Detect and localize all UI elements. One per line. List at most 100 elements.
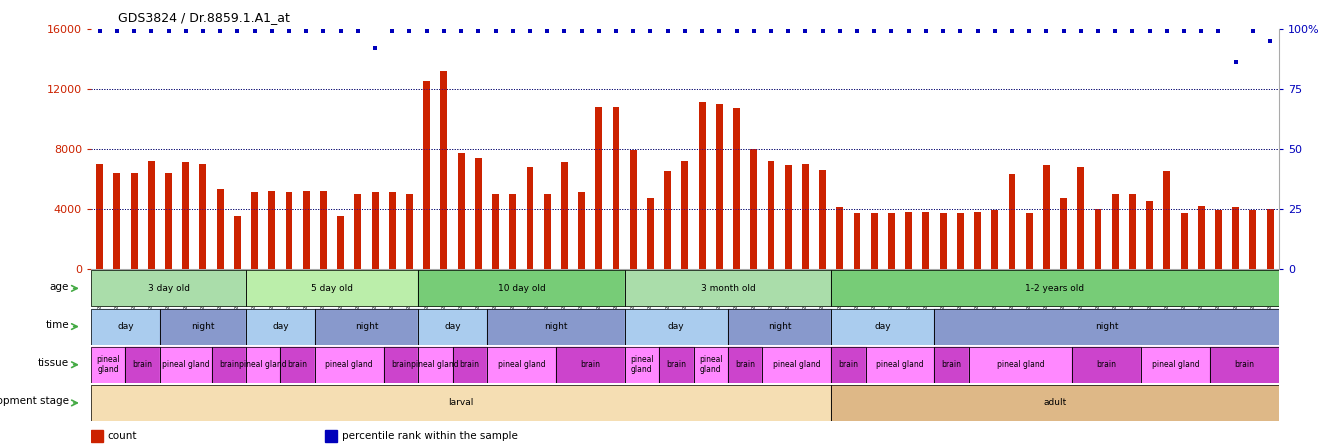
Bar (159, 347, 212, 383)
Text: pineal gland: pineal gland (162, 360, 209, 369)
Text: 3 month old: 3 month old (700, 284, 755, 293)
Point (450, 28, 471, 35)
Point (347, 28, 368, 35)
Bar (1129, 194, 1135, 269)
Bar (762, 347, 832, 383)
Text: night: night (767, 322, 791, 331)
Bar (578, 192, 585, 269)
Point (605, 28, 627, 35)
Bar (853, 213, 861, 269)
Point (984, 28, 1006, 35)
Bar (732, 108, 740, 269)
Bar (1094, 209, 1102, 269)
Bar (1073, 347, 1141, 383)
Point (261, 28, 283, 35)
Bar (212, 347, 246, 383)
Bar (905, 212, 912, 269)
Point (794, 28, 815, 35)
Bar (246, 347, 280, 383)
Bar (418, 309, 487, 345)
Bar (556, 347, 625, 383)
Bar (406, 194, 412, 269)
Point (554, 28, 576, 35)
Point (1019, 28, 1040, 35)
Bar (418, 270, 625, 306)
Bar (159, 309, 246, 345)
Bar (159, 309, 246, 345)
Bar (1232, 207, 1239, 269)
Bar (487, 347, 556, 383)
Point (416, 28, 438, 35)
Bar (659, 347, 694, 383)
Text: pineal gland: pineal gland (240, 360, 287, 369)
Point (329, 28, 351, 35)
Bar (750, 149, 757, 269)
Bar (487, 347, 556, 383)
Text: brain: brain (459, 360, 479, 369)
Bar (613, 107, 620, 269)
Bar (888, 213, 894, 269)
Bar (418, 347, 453, 383)
Bar (325, 430, 337, 442)
Point (1156, 28, 1177, 35)
Bar (453, 347, 487, 383)
Bar (556, 347, 625, 383)
Bar (1141, 347, 1210, 383)
Point (158, 28, 179, 35)
Point (1002, 28, 1023, 35)
Bar (1026, 213, 1032, 269)
Text: day: day (668, 322, 684, 331)
Text: pineal
gland: pineal gland (96, 355, 121, 374)
Bar (96, 164, 103, 269)
Point (881, 28, 902, 35)
Bar (1008, 174, 1015, 269)
Bar (1181, 213, 1188, 269)
Bar (1198, 206, 1205, 269)
Bar (509, 194, 517, 269)
Bar (487, 309, 625, 345)
Point (1035, 28, 1056, 35)
Bar (280, 347, 315, 383)
Point (1208, 28, 1229, 35)
Bar (285, 192, 292, 269)
Bar (246, 270, 418, 306)
Bar (337, 216, 344, 269)
Point (967, 28, 988, 35)
Point (382, 28, 403, 35)
Text: night: night (355, 322, 378, 331)
Bar (940, 213, 947, 269)
Bar (544, 194, 550, 269)
Bar (728, 309, 832, 345)
Bar (865, 347, 935, 383)
Text: brain: brain (218, 360, 238, 369)
Text: pineal gland: pineal gland (1152, 360, 1200, 369)
Point (485, 28, 506, 35)
Point (1190, 28, 1212, 35)
Bar (91, 309, 159, 345)
Text: brain: brain (1097, 360, 1117, 369)
Point (434, 28, 455, 35)
Point (244, 28, 265, 35)
Bar (1141, 347, 1210, 383)
Point (761, 28, 782, 35)
Bar (91, 385, 832, 421)
Text: pineal gland: pineal gland (325, 360, 374, 369)
Text: time: time (46, 320, 70, 330)
Point (570, 28, 592, 35)
Point (743, 28, 765, 35)
Bar (372, 192, 379, 269)
Text: development stage: development stage (0, 396, 70, 406)
Bar (91, 430, 103, 442)
Bar (165, 173, 171, 269)
Bar (935, 309, 1279, 345)
Point (467, 28, 489, 35)
Point (209, 28, 230, 35)
Text: day: day (445, 322, 461, 331)
Text: brain: brain (1235, 360, 1255, 369)
Point (1139, 28, 1161, 35)
Bar (935, 309, 1279, 345)
Bar (388, 192, 396, 269)
Bar (625, 309, 728, 345)
Bar (694, 347, 728, 383)
Bar (1210, 347, 1279, 383)
